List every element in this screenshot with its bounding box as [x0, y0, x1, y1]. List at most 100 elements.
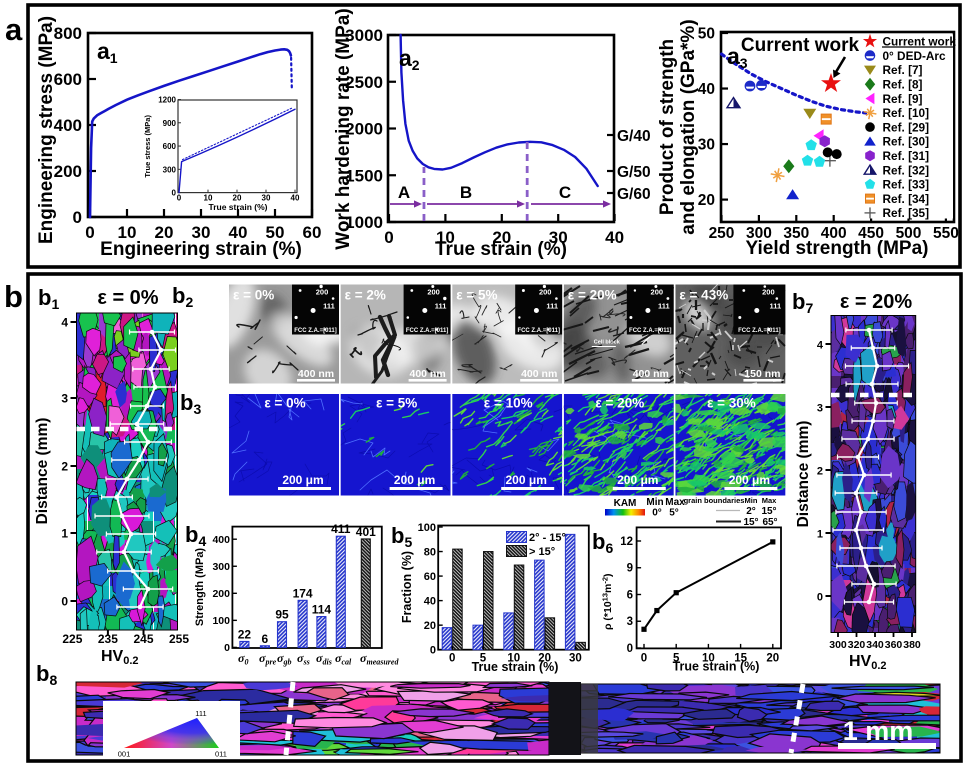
- svg-text:KAM: KAM: [614, 498, 637, 509]
- svg-text:Work hardening rate (MPa): Work hardening rate (MPa): [333, 8, 354, 249]
- svg-text:and elongation (GPa*%): and elongation (GPa*%): [678, 19, 699, 234]
- svg-text:4: 4: [61, 316, 68, 330]
- svg-text:400 nm: 400 nm: [633, 368, 669, 380]
- svg-text:2°: 2°: [746, 506, 756, 517]
- svg-text:401: 401: [356, 525, 376, 539]
- svg-text:15°: 15°: [743, 517, 758, 528]
- svg-text:500: 500: [896, 225, 922, 242]
- svg-text:111: 111: [195, 709, 206, 718]
- svg-text:380: 380: [903, 639, 921, 651]
- svg-text:Ref. [34]: Ref. [34]: [883, 192, 930, 206]
- svg-text:245: 245: [133, 632, 153, 646]
- svg-text:40: 40: [229, 223, 248, 242]
- svg-text:6: 6: [262, 632, 269, 646]
- svg-text:2: 2: [61, 460, 68, 474]
- svg-text:Min: Min: [646, 497, 663, 508]
- svg-text:Current work: Current work: [883, 35, 957, 49]
- svg-text:> 15°: > 15°: [529, 546, 555, 558]
- svg-text:Ref. [29]: Ref. [29]: [883, 120, 930, 134]
- svg-text:300: 300: [829, 639, 847, 651]
- svg-text:400 nm: 400 nm: [521, 368, 557, 380]
- svg-text:350: 350: [783, 225, 809, 242]
- svg-text:360: 360: [885, 639, 903, 651]
- svg-text:ε = 0%: ε = 0%: [233, 288, 274, 303]
- svg-text:0: 0: [224, 642, 230, 654]
- svg-text:grain boundaries: grain boundaries: [684, 496, 745, 505]
- svg-text:Engineering strain (%): Engineering strain (%): [100, 239, 302, 260]
- svg-text:100: 100: [212, 615, 230, 627]
- svg-text:50: 50: [698, 26, 715, 43]
- svg-text:174: 174: [293, 586, 313, 600]
- svg-text:Engineering stress (MPa): Engineering stress (MPa): [36, 16, 57, 244]
- svg-text:200: 200: [539, 288, 552, 297]
- svg-text:111: 111: [435, 302, 447, 311]
- svg-text:Ref. [32]: Ref. [32]: [883, 163, 930, 177]
- svg-text:1 mm: 1 mm: [843, 716, 914, 746]
- svg-text:ε = 5%: ε = 5%: [456, 288, 497, 303]
- svg-text:111: 111: [658, 302, 670, 311]
- svg-text:FCC Z.A.=[011]: FCC Z.A.=[011]: [294, 328, 337, 334]
- svg-text:20: 20: [766, 653, 779, 665]
- svg-text:G/50: G/50: [617, 164, 651, 181]
- svg-text:Product of strength: Product of strength: [657, 39, 678, 215]
- svg-text:ε = 30%: ε = 30%: [707, 396, 756, 411]
- svg-text:0: 0: [61, 595, 68, 609]
- svg-text:2500: 2500: [345, 73, 383, 92]
- svg-text:Max: Max: [665, 497, 685, 508]
- svg-text:235: 235: [98, 632, 118, 646]
- svg-text:800: 800: [54, 24, 82, 43]
- svg-text:400: 400: [212, 534, 230, 546]
- svg-text:a: a: [5, 12, 23, 47]
- svg-text:20: 20: [424, 620, 436, 632]
- svg-text:300: 300: [163, 165, 177, 174]
- svg-text:ρ (*1013m-2): ρ (*1013m-2): [601, 573, 615, 630]
- svg-text:30: 30: [549, 228, 568, 247]
- svg-text:FCC Z.A.=[011]: FCC Z.A.=[011]: [517, 328, 560, 334]
- svg-text:10: 10: [436, 228, 455, 247]
- svg-text:Ref. [30]: Ref. [30]: [883, 135, 930, 149]
- svg-text:1200: 1200: [158, 96, 176, 105]
- svg-text:0: 0: [641, 653, 647, 665]
- svg-text:Ref. [7]: Ref. [7]: [883, 63, 923, 77]
- svg-text:Distance (mm): Distance (mm): [795, 421, 812, 528]
- svg-text:200 μm: 200 μm: [729, 473, 770, 487]
- svg-text:30: 30: [192, 223, 211, 242]
- svg-text:ε = 0%: ε = 0%: [97, 287, 158, 309]
- svg-text:150 nm: 150 nm: [744, 368, 780, 380]
- svg-text:111: 111: [546, 302, 558, 311]
- svg-text:15: 15: [734, 653, 747, 665]
- svg-text:Ref. [10]: Ref. [10]: [883, 106, 930, 120]
- svg-text:40: 40: [424, 596, 436, 608]
- svg-text:200: 200: [762, 288, 775, 297]
- svg-text:30: 30: [698, 137, 715, 154]
- svg-text:50: 50: [266, 223, 285, 242]
- svg-text:400 nm: 400 nm: [410, 368, 446, 380]
- svg-text:0: 0: [177, 194, 182, 203]
- svg-text:320: 320: [848, 639, 866, 651]
- svg-text:6: 6: [627, 589, 633, 601]
- svg-text:200 μm: 200 μm: [282, 473, 323, 487]
- svg-text:G/40: G/40: [617, 128, 651, 145]
- svg-text:300: 300: [746, 225, 772, 242]
- svg-text:30: 30: [262, 194, 271, 203]
- svg-text:1: 1: [817, 529, 823, 541]
- svg-text:600: 600: [54, 70, 82, 89]
- svg-text:0: 0: [449, 653, 455, 665]
- svg-text:FCC Z.A.=[011]: FCC Z.A.=[011]: [406, 328, 449, 334]
- svg-text:900: 900: [163, 119, 177, 128]
- svg-text:9: 9: [627, 563, 633, 575]
- svg-text:ε = 0%: ε = 0%: [264, 396, 305, 411]
- svg-text:ε = 20%: ε = 20%: [840, 291, 913, 313]
- svg-text:0: 0: [85, 223, 94, 242]
- svg-text:20: 20: [233, 194, 242, 203]
- svg-text:Ref. [31]: Ref. [31]: [883, 149, 930, 163]
- svg-text:250: 250: [709, 225, 735, 242]
- svg-text:ε = 43%: ε = 43%: [679, 288, 728, 303]
- svg-text:Cell block: Cell block: [594, 340, 621, 346]
- svg-text:2000: 2000: [345, 120, 383, 139]
- svg-text:0: 0: [384, 228, 393, 247]
- svg-text:0: 0: [430, 645, 436, 657]
- svg-text:FCC Z.A.=[011]: FCC Z.A.=[011]: [629, 328, 672, 334]
- svg-text:ε = 10%: ε = 10%: [484, 396, 533, 411]
- svg-text:10: 10: [507, 653, 520, 665]
